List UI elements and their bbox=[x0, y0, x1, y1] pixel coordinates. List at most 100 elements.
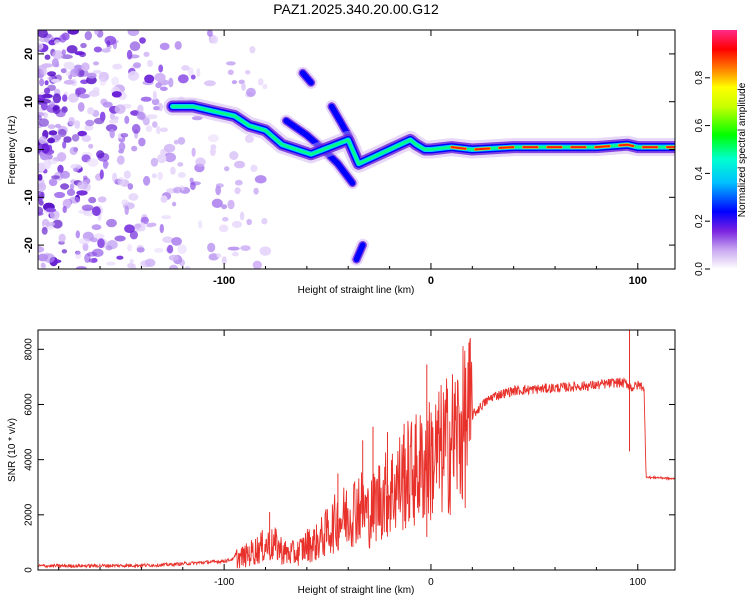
noise-blob bbox=[52, 50, 64, 60]
noise-blob bbox=[106, 261, 116, 266]
noise-blob bbox=[117, 176, 126, 186]
x-tick-label: 100 bbox=[629, 577, 646, 588]
noise-blob bbox=[93, 61, 99, 66]
noise-blob bbox=[227, 69, 234, 76]
noise-blob bbox=[159, 42, 170, 51]
noise-blob bbox=[190, 181, 196, 191]
noise-blob bbox=[135, 223, 142, 229]
noise-blob bbox=[88, 196, 97, 204]
noise-blob bbox=[143, 175, 151, 186]
noise-blob bbox=[108, 119, 119, 124]
noise-blob bbox=[112, 40, 117, 50]
y-tick-label: 6000 bbox=[24, 393, 35, 416]
noise-blob bbox=[111, 91, 122, 98]
noise-blob bbox=[127, 30, 140, 37]
x-tick-label: -100 bbox=[214, 577, 234, 588]
noise-blob bbox=[38, 94, 46, 102]
noise-blob bbox=[39, 78, 45, 87]
noise-blob bbox=[196, 68, 201, 78]
noise-blob bbox=[190, 74, 196, 80]
noise-blob bbox=[170, 166, 176, 175]
noise-blob bbox=[99, 77, 107, 86]
noise-blob bbox=[45, 207, 57, 213]
noise-blob bbox=[239, 211, 245, 221]
noise-blob bbox=[75, 230, 81, 239]
noise-blob bbox=[184, 265, 191, 269]
noise-blob bbox=[38, 178, 45, 189]
noise-blob bbox=[88, 143, 94, 149]
noise-blob bbox=[63, 136, 72, 143]
spectrogram-noise bbox=[38, 30, 272, 269]
noise-blob bbox=[47, 137, 55, 144]
noise-blob bbox=[56, 152, 67, 162]
noise-blob bbox=[74, 64, 82, 70]
noise-blob bbox=[60, 54, 73, 59]
noise-blob bbox=[177, 137, 186, 145]
noise-blob bbox=[207, 134, 219, 143]
noise-blob bbox=[113, 116, 119, 121]
noise-blob bbox=[74, 120, 81, 129]
noise-blob bbox=[172, 201, 177, 207]
noise-blob bbox=[76, 190, 88, 196]
noise-blob bbox=[238, 79, 245, 85]
noise-blob bbox=[51, 175, 60, 180]
noise-blob bbox=[164, 152, 177, 163]
noise-blob bbox=[97, 196, 107, 203]
noise-blob bbox=[145, 114, 158, 120]
noise-blob bbox=[151, 98, 160, 106]
noise-blob bbox=[69, 146, 78, 155]
noise-blob bbox=[87, 158, 99, 167]
noise-blob bbox=[233, 160, 246, 169]
noise-blob bbox=[54, 39, 61, 45]
noise-blob bbox=[167, 244, 174, 254]
y-tick-label: -20 bbox=[23, 237, 35, 253]
x-tick-label: -100 bbox=[213, 275, 235, 287]
colorbar-tick-label: 0.2 bbox=[694, 214, 705, 228]
noise-blob bbox=[86, 251, 98, 257]
noise-blob bbox=[151, 173, 157, 179]
noise-blob bbox=[70, 163, 82, 170]
colorbar-tick-label: 0.0 bbox=[694, 262, 705, 276]
noise-blob bbox=[177, 172, 186, 178]
noise-blob bbox=[106, 40, 111, 47]
noise-blob bbox=[168, 254, 179, 261]
noise-blob bbox=[38, 30, 48, 38]
noise-blob bbox=[96, 150, 105, 159]
noise-blob bbox=[78, 238, 91, 245]
noise-blob bbox=[93, 233, 105, 240]
noise-blob bbox=[254, 175, 267, 184]
noise-blob bbox=[97, 238, 105, 249]
noise-blob bbox=[54, 123, 62, 128]
noise-blob bbox=[147, 59, 153, 68]
noise-blob bbox=[189, 177, 194, 183]
noise-blob bbox=[86, 72, 97, 79]
spectrogram-y-label: Frequency (Hz) bbox=[7, 116, 18, 185]
noise-blob bbox=[231, 80, 237, 85]
secondary-branch bbox=[299, 70, 314, 86]
y-tick-label: 0 bbox=[24, 567, 35, 573]
noise-blob bbox=[207, 242, 216, 253]
noise-blob bbox=[177, 162, 184, 167]
noise-blob bbox=[129, 259, 134, 264]
secondary-branch bbox=[353, 242, 366, 263]
y-tick-label: 20 bbox=[23, 48, 35, 60]
y-tick-label: 0 bbox=[23, 146, 35, 152]
noise-blob bbox=[215, 183, 224, 188]
noise-blob bbox=[246, 87, 256, 97]
noise-blob bbox=[71, 134, 80, 142]
noise-blob bbox=[112, 172, 118, 183]
colorbar: 0.0 0.2 0.4 0.6 0.8 Normalized spectral ampl… bbox=[694, 30, 748, 276]
noise-blob bbox=[143, 51, 150, 57]
noise-blob bbox=[47, 124, 56, 130]
noise-blob bbox=[138, 137, 146, 147]
noise-blob bbox=[38, 44, 43, 52]
noise-blob bbox=[173, 186, 182, 194]
noise-blob bbox=[38, 174, 43, 181]
noise-blob bbox=[38, 194, 43, 202]
noise-blob bbox=[177, 74, 189, 84]
noise-blob bbox=[62, 205, 67, 214]
noise-blob bbox=[160, 127, 168, 133]
noise-blob bbox=[144, 74, 155, 84]
noise-blob bbox=[92, 206, 101, 217]
